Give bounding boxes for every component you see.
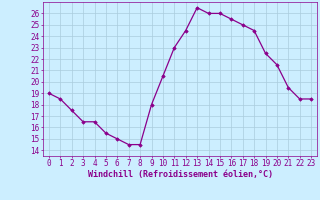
X-axis label: Windchill (Refroidissement éolien,°C): Windchill (Refroidissement éolien,°C): [87, 170, 273, 179]
